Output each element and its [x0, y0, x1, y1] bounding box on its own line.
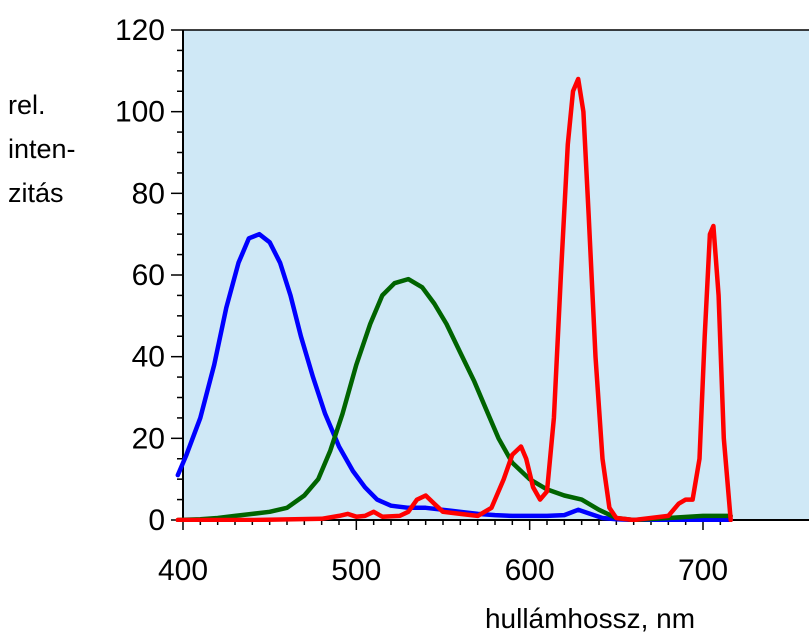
x-tick-label: 700 — [678, 554, 728, 587]
y-axis-label-line-1: rel. — [8, 90, 46, 120]
plot-area — [183, 30, 809, 520]
series-line-1 — [175, 231, 733, 522]
x-tick-label: 500 — [331, 554, 381, 587]
y-tick-label: 20 — [132, 422, 165, 455]
y-axis-label-line-2: inten- — [8, 134, 76, 164]
series-line-2 — [175, 276, 733, 522]
x-axis-label: hullámhossz, nm — [485, 603, 695, 634]
x-tick-label: 600 — [505, 554, 555, 587]
y-tick-label: 0 — [148, 504, 165, 537]
y-tick-label: 60 — [132, 259, 165, 292]
x-tick-label: 400 — [158, 554, 208, 587]
x-axis: 400 500 600 700 — [158, 519, 809, 587]
series-line-3 — [175, 76, 733, 522]
y-axis-label-line-3: zitás — [8, 178, 64, 208]
y-tick-label: 80 — [132, 177, 165, 210]
y-tick-label: 40 — [132, 341, 165, 374]
y-tick-label: 100 — [115, 96, 165, 129]
series-layer — [175, 76, 733, 522]
y-axis: 0 20 40 60 80 100 120 — [115, 14, 809, 537]
y-tick-label: 120 — [115, 14, 165, 47]
